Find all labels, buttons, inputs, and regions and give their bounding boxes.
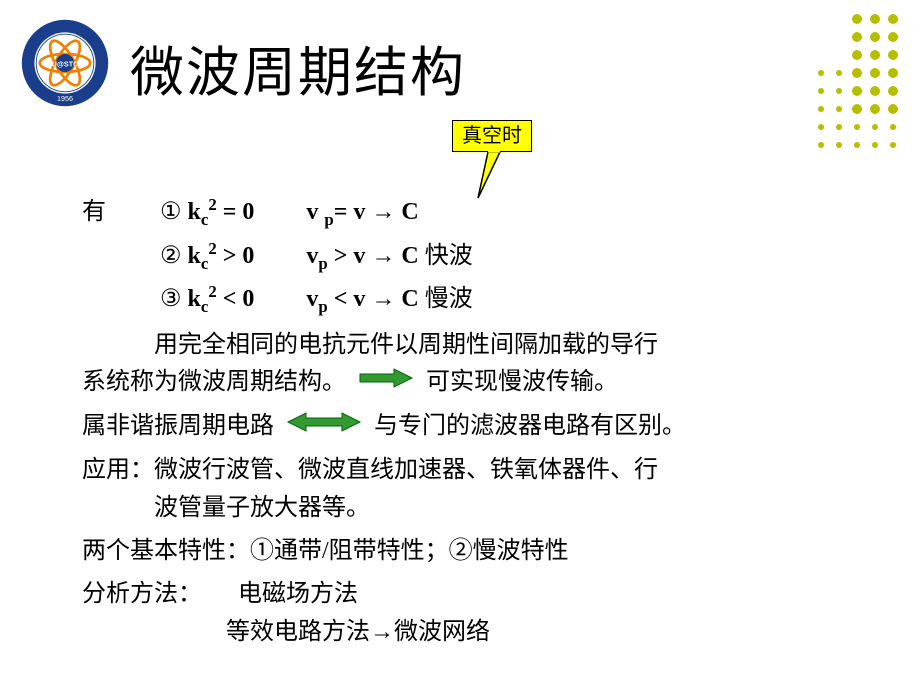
prefix-you: 有 [82, 193, 154, 231]
eq3-right: vp < v → C [306, 286, 418, 312]
para-nonresonant: 属非谐振周期电路 与专门的滤波器电路有区别。 [82, 408, 880, 446]
para2a: 属非谐振周期电路 [82, 413, 274, 439]
para-definition: 用完全相同的电抗元件以周期性间隔加载的导行 系统称为微波周期结构。 可实现慢波传… [82, 327, 880, 402]
para-methods: 分析方法： 电磁场方法 [82, 576, 880, 613]
para5b: 电磁场方法 [238, 581, 358, 607]
equation-2: ② kc2 > 0 vp > v → C 快波 [82, 236, 880, 278]
equation-3: ③ kc2 < 0 vp < v → C 慢波 [82, 279, 880, 321]
eq2-num: ② [160, 237, 182, 275]
dot-decoration [812, 10, 902, 154]
arrow-right-icon [358, 365, 414, 402]
para2b: 与专门的滤波器电路有区别。 [374, 413, 686, 439]
para5c: 等效电路方法→微波网络 [82, 613, 880, 651]
para1c: 可实现慢波传输。 [426, 369, 618, 395]
eq3-slowwave: 慢波 [425, 286, 473, 312]
content-area: 有 ① kc2 = 0 v p= v → C ② kc2 > 0 vp > v … [82, 192, 880, 652]
eq3-num: ③ [160, 280, 182, 318]
eq2-right: vp > v → C [306, 243, 418, 269]
para3: 应用：微波行波管、微波直线加速器、铁氧体器件、行 [82, 452, 880, 489]
eq1-right: v p= v → C [306, 199, 418, 225]
svg-text:U@STC: U@STC [52, 60, 79, 69]
uestc-logo: U@STC 1956 [20, 18, 110, 108]
eq1-num: ① [160, 193, 182, 231]
para1b: 系统称为微波周期结构。 [82, 369, 346, 395]
eq2-fastwave: 快波 [425, 243, 473, 269]
callout-box: 真空时 [452, 120, 532, 152]
para5a: 分析方法： [82, 581, 202, 607]
eq3-left: kc2 < 0 [188, 286, 255, 312]
para-properties: 两个基本特性：①通带/阻带特性；②慢波特性 [82, 533, 880, 570]
para1a: 用完全相同的电抗元件以周期性间隔加载的导行 [154, 332, 658, 358]
svg-text:1956: 1956 [57, 94, 73, 103]
arrow-double-icon [286, 409, 362, 446]
eq2-left: kc2 > 0 [188, 243, 255, 269]
para3b: 波管量子放大器等。 [82, 490, 880, 527]
slide-title: 微波周期结构 [130, 28, 466, 107]
eq1-left: kc2 = 0 [188, 199, 255, 225]
para-application: 应用：微波行波管、微波直线加速器、铁氧体器件、行 波管量子放大器等。 [82, 452, 880, 526]
equation-1: 有 ① kc2 = 0 v p= v → C [82, 192, 880, 234]
